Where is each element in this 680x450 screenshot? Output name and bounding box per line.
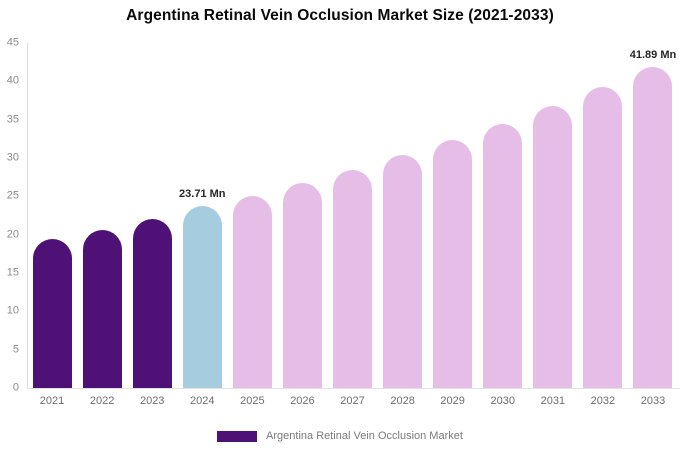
y-axis-tick-label: 10 xyxy=(6,304,19,317)
y-axis-tick-label: 0 xyxy=(12,381,19,394)
y-axis-tick-label: 45 xyxy=(6,36,19,49)
x-axis-label: 2026 xyxy=(290,395,315,407)
bar-2025 xyxy=(232,196,272,388)
bar-2021 xyxy=(32,239,72,388)
y-axis-tick-label: 5 xyxy=(12,343,19,356)
x-axis-line xyxy=(27,388,680,389)
plot-area: 0 5 10 15 20 25 30 35 40 45 2021 2022 2023 23.71 Mn 2… xyxy=(7,37,680,407)
x-axis-label: 2022 xyxy=(89,395,115,407)
bar-2022 xyxy=(82,230,122,388)
bar-2024: 23.71 Mn xyxy=(179,188,226,388)
bar-cell: 2021 xyxy=(27,43,77,407)
x-axis-label: 2032 xyxy=(590,395,616,407)
bar-2031 xyxy=(533,105,573,388)
x-axis-label: 2024 xyxy=(190,395,215,407)
x-axis-label: 2028 xyxy=(390,395,415,407)
x-axis-label: 2025 xyxy=(240,395,265,407)
bar-cell: 2025 xyxy=(227,43,277,407)
bar-2033: 41.89 Mn xyxy=(630,49,676,388)
bar-2023 xyxy=(132,219,172,388)
bar-cell: 2023 xyxy=(127,43,177,407)
y-axis-tick-label: 35 xyxy=(6,113,19,126)
x-axis-label: 2027 xyxy=(340,395,365,407)
y-axis-tick-label: 25 xyxy=(6,189,19,202)
bar-value-label: 41.89 Mn xyxy=(629,48,677,61)
y-axis-tick-label: 30 xyxy=(6,151,19,164)
bar-value-label: 23.71 Mn xyxy=(179,188,226,201)
bar-cell: 2027 xyxy=(327,43,377,407)
bar-cell: 2026 xyxy=(277,43,327,407)
bar-cell: 2031 xyxy=(528,43,578,407)
bar-2027 xyxy=(333,170,372,388)
x-axis-label: 2021 xyxy=(39,395,65,407)
bar-cell: 2030 xyxy=(478,43,528,407)
y-axis-tick-label: 40 xyxy=(6,74,19,87)
y-axis-tick-label: 20 xyxy=(6,228,19,241)
bar-cell: 41.89 Mn 2033 xyxy=(628,43,678,407)
y-axis-tick-label: 15 xyxy=(6,266,19,279)
bar-2026 xyxy=(282,183,322,388)
y-axis: 0 5 10 15 20 25 30 35 40 45 xyxy=(7,37,678,393)
chart-title: Argentina Retinal Vein Occlusion Market … xyxy=(126,7,554,24)
x-axis-label: 2029 xyxy=(440,395,465,407)
bar-cell: 2032 xyxy=(578,43,628,407)
x-axis-label: 2031 xyxy=(540,395,566,407)
bar-2029 xyxy=(433,139,473,388)
legend: Argentina Retinal Vein Occlusion Market xyxy=(0,430,680,442)
x-axis-label: 2030 xyxy=(490,395,515,407)
bar-2030 xyxy=(483,123,523,388)
bar-cell: 23.71 Mn 2024 xyxy=(177,43,227,407)
y-axis-line xyxy=(27,43,28,388)
bar-2032 xyxy=(583,87,623,388)
bars-row: 2021 2022 2023 23.71 Mn 2024 2025 2026 2027 2028… xyxy=(27,43,678,407)
x-axis-label: 2023 xyxy=(139,395,165,407)
bar-2028 xyxy=(383,154,423,388)
bar-cell: 2029 xyxy=(428,43,478,407)
legend-swatch xyxy=(217,430,258,442)
legend-label: Argentina Retinal Vein Occlusion Market xyxy=(266,430,463,442)
x-axis-label: 2033 xyxy=(640,395,666,407)
bar-cell: 2028 xyxy=(378,43,428,407)
bar-cell: 2022 xyxy=(77,43,127,407)
